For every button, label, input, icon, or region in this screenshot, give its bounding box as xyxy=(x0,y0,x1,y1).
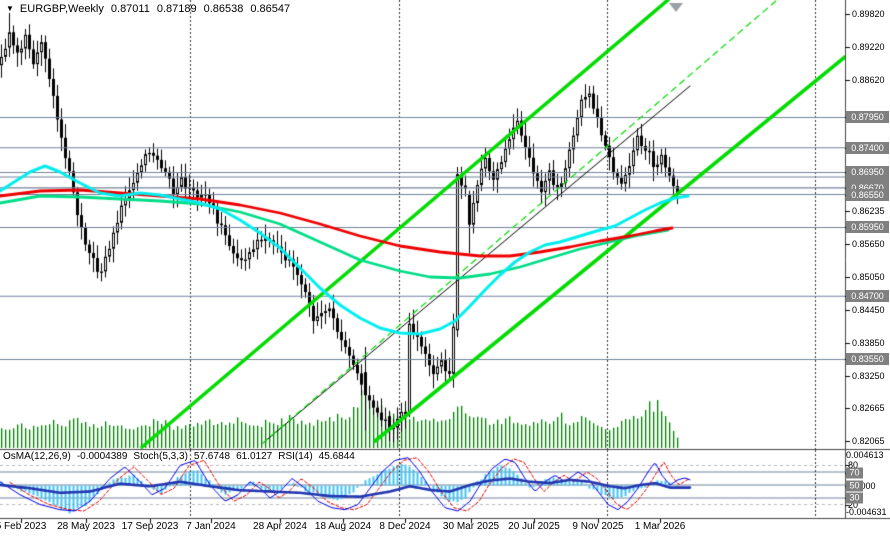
rsi-value-label: 45.6844 xyxy=(318,451,355,462)
chart-title-row: ▼ EURGBP,Weekly 0.87011 0.87189 0.86538 0.865… xyxy=(6,3,297,15)
stoch-name-label: Stoch(5,3,3) xyxy=(133,451,188,462)
stoch-d-value-label: 61.0127 xyxy=(236,451,273,462)
ohlc-close-value: 0.86547 xyxy=(250,3,291,15)
ohlc-open-value: 0.87011 xyxy=(110,3,150,15)
rsi-name-label: RSI(14) xyxy=(278,451,313,462)
ohlc-low-value: 0.86538 xyxy=(203,3,244,15)
indicator-labels-row: OsMA(12,26,9) -0.0004389 Stoch(5,3,3) 57.67… xyxy=(3,451,361,462)
symbol-dropdown-icon[interactable]: ▼ xyxy=(6,4,14,13)
osma-value-label: -0.0004389 xyxy=(76,451,128,462)
stoch-k-value-label: 57.6748 xyxy=(193,451,231,462)
osma-name-label: OsMA(12,26,9) xyxy=(3,451,71,462)
symbol-period-label: EURGBP,Weekly xyxy=(19,3,104,15)
ohlc-high-value: 0.87189 xyxy=(156,3,197,15)
